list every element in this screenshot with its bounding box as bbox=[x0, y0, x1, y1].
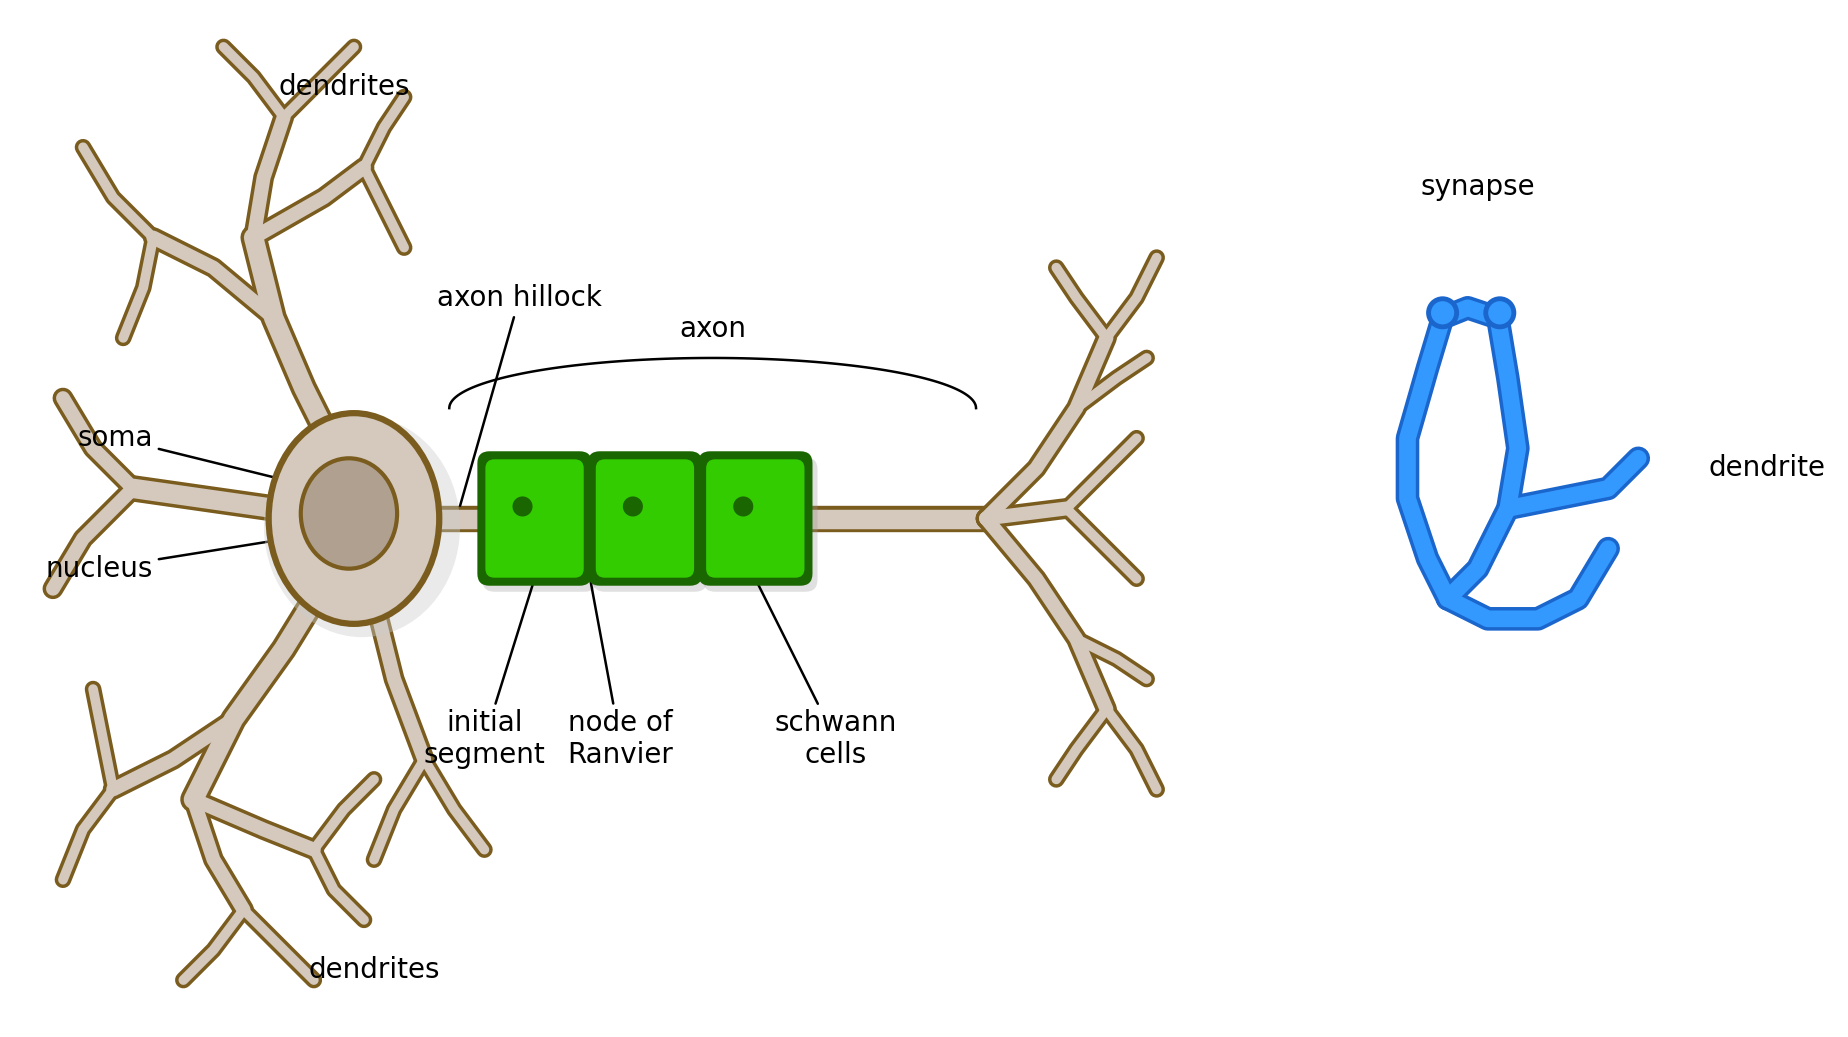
Circle shape bbox=[734, 497, 752, 516]
FancyBboxPatch shape bbox=[595, 459, 693, 578]
Text: node of
Ranvier: node of Ranvier bbox=[567, 580, 673, 769]
Circle shape bbox=[623, 497, 643, 516]
Text: initial
segment: initial segment bbox=[423, 582, 545, 769]
FancyBboxPatch shape bbox=[699, 451, 811, 586]
Text: schwann
cells: schwann cells bbox=[756, 581, 896, 769]
FancyBboxPatch shape bbox=[702, 457, 817, 592]
Ellipse shape bbox=[268, 413, 440, 624]
Text: soma: soma bbox=[78, 424, 316, 487]
Text: nucleus: nucleus bbox=[46, 534, 316, 583]
FancyBboxPatch shape bbox=[593, 457, 706, 592]
Ellipse shape bbox=[264, 416, 460, 637]
Text: dendrites: dendrites bbox=[309, 956, 440, 984]
Text: axon hillock: axon hillock bbox=[436, 284, 602, 506]
Circle shape bbox=[512, 497, 532, 516]
Circle shape bbox=[1486, 299, 1514, 327]
Text: axon: axon bbox=[678, 315, 747, 343]
FancyBboxPatch shape bbox=[477, 451, 591, 586]
FancyBboxPatch shape bbox=[486, 459, 584, 578]
Circle shape bbox=[1429, 299, 1456, 327]
FancyBboxPatch shape bbox=[482, 457, 597, 592]
Text: synapse: synapse bbox=[1419, 173, 1534, 201]
Text: dendrites: dendrites bbox=[277, 73, 410, 101]
FancyBboxPatch shape bbox=[588, 451, 702, 586]
Ellipse shape bbox=[301, 458, 397, 568]
FancyBboxPatch shape bbox=[706, 459, 804, 578]
Text: dendrite: dendrite bbox=[1708, 454, 1824, 482]
